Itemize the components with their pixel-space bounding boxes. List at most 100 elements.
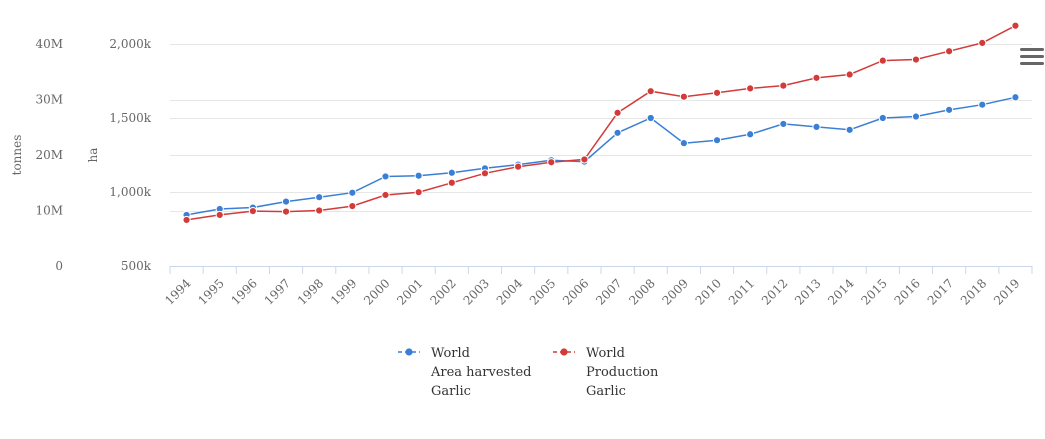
series-2-point [580,155,589,164]
left-axis-tick-label: 10M [35,204,63,218]
series-1-point [646,113,655,123]
series-2-point [447,178,456,187]
series-1-point [712,136,722,145]
legend-marker-1 [405,348,413,356]
grid-lines [170,44,1032,267]
x-axis-tick-label: 1994 [162,276,194,308]
series-1-point [746,130,755,139]
right-axis-title: ha [86,148,100,163]
series-2-point [215,210,224,220]
right-axis-tick-label: 1,500k [109,111,151,125]
legend-label-line: World [431,346,470,361]
series-1-point [679,139,688,148]
series-1-point [779,119,788,129]
series-2-point [746,84,755,93]
left-axis-tick-label: 40M [35,37,63,51]
left-axis-tick-label: 0 [55,259,63,273]
x-axis-tick-label: 2013 [792,276,823,307]
legend[interactable]: World Area harvested Garlic World Production… [398,346,659,399]
series-2-point [547,158,556,167]
series-2-point [248,206,257,216]
series-2-point [978,38,987,47]
x-axis: 1994 1995 1996 1997 1998 1999 2000 2001 2002 2003… [162,266,1033,308]
series-line-1 [186,96,1016,216]
right-axis-tick-label: 1,000k [109,185,151,199]
series-1-point [878,113,887,123]
x-axis-tick-label: 2011 [726,276,757,307]
legend-label-line: Area harvested [430,365,531,380]
x-axis-tick-label: 1995 [195,276,226,307]
series-2-point [381,190,390,200]
series-2-point [514,162,523,171]
series-1-point [812,122,821,131]
x-axis-tick-label: 2006 [560,276,591,307]
series-2-point [414,188,423,197]
right-axis-tick-label: 2,000k [109,37,151,51]
x-axis-tick-label: 2000 [361,276,392,307]
x-axis-tick-label: 2009 [660,276,691,307]
series-1-point [414,171,423,180]
x-axis-tick-label: 2018 [958,276,989,307]
left-axis: 0 10M 20M 30M 40M [35,37,63,273]
right-axis-tick-label: 500k [121,259,152,273]
x-axis-tick-label: 2014 [825,276,857,308]
legend-label-line: Production [586,365,659,380]
x-axis-tick-label: 2002 [427,276,458,307]
series-1-point [945,105,954,114]
x-axis-tick-label: 2019 [991,276,1022,307]
x-axis-tick-label: 2015 [858,276,889,307]
x-axis-tick-label: 2012 [759,276,790,307]
left-axis-tick-label: 30M [35,93,63,107]
x-axis-tick-label: 2010 [693,276,724,307]
series-2-point [679,92,688,101]
x-axis-tick-label: 1996 [229,276,260,307]
series-1-point [315,193,324,202]
series-2-point [281,207,291,216]
series-1-point [281,197,291,206]
series-line-2 [186,25,1016,221]
left-axis-tick-label: 20M [35,148,63,162]
series-1-point [381,172,390,181]
legend-label-line: Garlic [431,384,471,399]
x-axis-tick-label: 2004 [494,276,526,308]
legend-marker-2 [560,348,568,356]
x-axis-tick-label: 2008 [626,276,657,307]
hamburger-menu-icon[interactable] [1020,48,1044,70]
series-2-point [315,206,324,215]
series-2-point [779,81,788,90]
left-axis-title: tonnes [10,135,24,176]
x-axis-tick-label: 1997 [262,276,293,307]
series-2-point [1011,21,1020,30]
series-1-point [447,168,456,177]
series-2-point [480,169,490,178]
x-axis-tick-label: 1998 [295,276,326,307]
x-axis-tick-label: 2003 [461,276,492,307]
series-1-point [845,125,854,134]
x-axis-tick-label: 2007 [593,276,624,307]
series-1-point [1011,93,1020,102]
series-1-point [348,188,357,197]
series-2-point [945,47,954,56]
series-1-point [613,128,622,137]
series-1-point [911,112,921,121]
series-2-point [712,88,722,97]
series-2-point [812,73,821,82]
x-axis-tick-label: 2001 [394,276,425,307]
series-2-point [613,108,622,117]
series-2-point [911,55,921,64]
x-axis-tick-label: 2016 [892,276,923,307]
legend-label-line: Garlic [586,384,626,399]
series-2-point [348,201,357,211]
x-axis-tick-label: 1999 [328,276,359,307]
series-2-point [845,70,854,79]
series-2-point [646,87,655,96]
series-layer [182,21,1020,225]
series-2-point [878,56,887,65]
x-axis-tick-label: 2017 [925,276,956,307]
right-axis: 500k 1,000k 1,500k 2,000k [109,37,151,273]
x-axis-tick-label: 2005 [527,276,558,307]
series-1-point [978,100,987,109]
series-2-point [182,215,191,225]
legend-label-line: World [586,346,625,361]
